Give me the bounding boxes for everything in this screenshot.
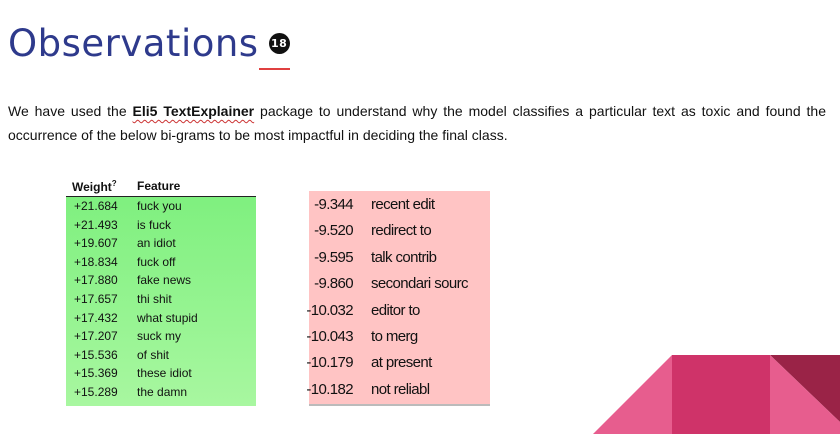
table-row: +17.880 fake news [66, 271, 256, 290]
deco-triangle-left [593, 355, 672, 434]
weight-cell: +15.369 [74, 366, 118, 381]
feature-cell: of shit [137, 347, 170, 362]
feature-cell: the damn [137, 384, 188, 399]
weight-header-label: Weight [72, 180, 112, 194]
feature-cell: suck my [137, 329, 182, 344]
weight-cell: +18.834 [74, 254, 118, 269]
feature-cell: not reliabl [371, 380, 430, 398]
title-text: Observations [8, 22, 259, 65]
weight-cell: -9.860 [314, 275, 354, 293]
feature-cell: fuck you [137, 199, 182, 213]
weight-cell: -9.520 [314, 222, 354, 240]
intro-paragraph: We have used the Eli5 TextExplainer pack… [8, 99, 826, 147]
deco-triangle-right [770, 355, 840, 434]
table-row: -10.043 to merg [306, 323, 490, 349]
weight-cell: -10.179 [306, 354, 353, 372]
table-row: +17.657 thi shit [66, 290, 256, 309]
table-row: -9.520 redirect to [309, 217, 490, 243]
weight-cell: +21.493 [74, 217, 118, 232]
feature-cell: secondari sourc [371, 275, 468, 293]
table-row: +17.432 what stupid [66, 309, 256, 328]
weight-cell: +19.607 [74, 236, 118, 251]
feature-cell: at present [371, 354, 432, 372]
table-row: -10.179 at present [306, 349, 490, 375]
feature-cell: recent edit [371, 196, 435, 213]
table-row: +15.289 the damn [66, 383, 256, 402]
weight-cell: +17.207 [74, 329, 118, 344]
age-badge-icon: 18 [268, 33, 290, 54]
corner-decoration [593, 355, 840, 434]
weight-cell: -10.043 [306, 327, 353, 345]
table-row: +15.369 these idiot [66, 364, 256, 383]
weight-column-header: Weight? [72, 179, 117, 194]
table-row: +21.493 is fuck [66, 216, 256, 235]
table-row: +17.207 suck my [66, 327, 256, 346]
intro-package-name: Eli5 TextExplainer [132, 103, 255, 119]
weight-cell: -10.032 [306, 301, 353, 319]
intro-part1: We have used the [8, 103, 127, 119]
table-row: -9.595 talk contrib [309, 244, 490, 270]
table-row: +18.834 fuck off [66, 253, 256, 272]
table-row: +21.684 fuck you [66, 197, 256, 216]
weight-cell: +21.684 [74, 199, 118, 213]
negative-weights-table: -9.344 recent edit -9.520 redirect to -9.595… [306, 191, 490, 406]
table-row: +19.607 an idiot [66, 234, 256, 253]
intro-part2: package to understand why the model clas… [8, 103, 826, 143]
table-row: -10.032 editor to [306, 297, 490, 323]
feature-column-header: Feature [137, 179, 181, 193]
weight-cell: +17.880 [74, 273, 118, 288]
feature-cell: editor to [371, 301, 420, 319]
weight-cell: +15.289 [74, 384, 118, 399]
weight-cell: -9.595 [314, 248, 354, 266]
badge-underline: 18 [258, 20, 290, 70]
table-row: -9.344 recent edit [309, 191, 490, 217]
feature-cell: fake news [137, 273, 192, 288]
positive-rows: +21.684 fuck you +21.493 is fuck +19.607 an i… [66, 197, 256, 406]
feature-cell: an idiot [137, 236, 176, 251]
weight-cell: -9.344 [314, 196, 354, 213]
feature-cell: these idiot [137, 366, 192, 381]
weight-cell: +17.657 [74, 291, 118, 306]
weight-cell: -10.182 [306, 380, 353, 398]
help-superscript[interactable]: ? [111, 179, 117, 188]
table-header: Weight? Feature [66, 178, 256, 197]
feature-cell: to merg [371, 327, 418, 345]
table-row: -10.182 not reliabl [306, 376, 490, 402]
feature-cell: fuck off [137, 254, 176, 269]
weight-cell: +15.536 [74, 347, 118, 362]
deco-rect-middle [672, 355, 770, 434]
positive-weights-table: Weight? Feature +21.684 fuck you +21.493 is… [66, 178, 256, 406]
feature-cell: thi shit [137, 291, 172, 306]
weight-cell: +17.432 [74, 310, 118, 325]
table-row: -9.860 secondari sourc [309, 270, 490, 296]
page-title: Observations 18 [8, 20, 290, 70]
table-row: +15.536 of shit [66, 346, 256, 365]
feature-cell: talk contrib [371, 248, 437, 266]
feature-cell: redirect to [371, 222, 432, 240]
feature-cell: what stupid [137, 310, 198, 325]
feature-cell: is fuck [137, 217, 172, 232]
